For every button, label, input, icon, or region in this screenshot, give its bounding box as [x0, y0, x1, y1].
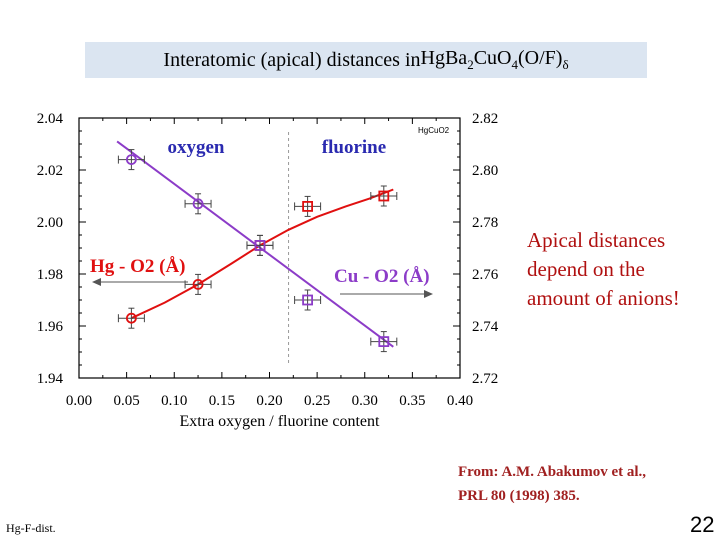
x-tick-label: 0.20	[256, 393, 282, 409]
data-point	[184, 273, 212, 295]
series-cu-o2	[116, 140, 398, 353]
page-number: 22	[690, 512, 715, 537]
data-point	[294, 195, 322, 217]
side-note-line: depend on the	[527, 257, 645, 281]
data-point	[184, 193, 212, 215]
x-tick-label: 0.10	[161, 393, 187, 409]
y-left-tick-label: 2.04	[37, 111, 64, 127]
circle-marker	[125, 312, 137, 324]
region-label-oxygen: oxygen	[168, 137, 225, 158]
x-tick-label: 0.15	[209, 393, 235, 409]
square-marker	[378, 190, 390, 202]
title-prefix: Interatomic (apical) distances in	[163, 48, 421, 71]
side-note-line: amount of anions!	[527, 286, 680, 310]
data-point	[246, 234, 274, 256]
data-point	[370, 185, 398, 207]
formula: HgBa2CuO4(O/F)δ	[421, 47, 569, 73]
data-point	[117, 149, 145, 171]
y-left-tick-label: 1.94	[37, 371, 64, 387]
formula-part: 4	[511, 57, 518, 72]
y-left-tick-label: 2.02	[37, 163, 63, 179]
x-axis-label: Extra oxygen / fluorine content	[180, 413, 380, 430]
y-right-tick-label: 2.78	[472, 215, 498, 231]
source-line: From: A.M. Abakumov et al.,	[458, 464, 647, 480]
side-note-line: Apical distances	[527, 228, 666, 252]
data-point	[370, 331, 398, 353]
circle-marker	[192, 198, 204, 210]
region-label-fluorine: fluorine	[322, 137, 386, 158]
series-label-cu-o2: Cu - O2 (Å)	[334, 266, 430, 287]
square-marker	[302, 294, 314, 306]
y-right-tick-label: 2.72	[472, 371, 498, 387]
y-left-tick-label: 1.98	[37, 267, 63, 283]
tick-labels: 0.00 0.05 0.10 0.15 0.20 0.25 0.30 0.35 0.40 1.94…	[37, 111, 499, 430]
footer-label: Hg-F-dist.	[6, 521, 56, 535]
circle-marker	[192, 278, 204, 290]
square-marker	[378, 336, 390, 348]
data-point	[117, 307, 145, 329]
formula-part: (O/F)	[517, 47, 563, 69]
side-note: Apical distances depend on the amount of…	[527, 226, 680, 313]
y-right-tick-label: 2.80	[472, 163, 498, 179]
corner-label: HgCuO2	[418, 126, 450, 135]
source-citation: From: A.M. Abakumov et al., PRL 80 (1998…	[458, 460, 646, 508]
series-layer	[116, 140, 398, 353]
formula-part: HgBa	[420, 47, 468, 69]
y-right-tick-label: 2.76	[472, 267, 499, 283]
y-left-tick-label: 2.00	[37, 215, 63, 231]
chart-labels: oxygen fluorine HgCuO2 Hg - O2 (Å) Cu - O2 (…	[90, 126, 450, 298]
x-tick-label: 0.25	[304, 393, 330, 409]
formula-part: δ	[562, 57, 569, 72]
square-marker	[254, 239, 266, 251]
x-tick-label: 0.00	[66, 393, 92, 409]
y-right-tick-label: 2.82	[472, 111, 498, 127]
slide-title: Interatomic (apical) distances in HgBa2C…	[85, 42, 647, 78]
source-line: PRL 80 (1998) 385.	[458, 488, 580, 504]
circle-marker	[125, 154, 137, 166]
x-tick-label: 0.40	[447, 393, 473, 409]
y-right-tick-label: 2.74	[472, 319, 499, 335]
x-tick-label: 0.05	[114, 393, 140, 409]
y-left-tick-label: 1.96	[37, 319, 64, 335]
x-tick-label: 0.35	[399, 393, 425, 409]
axes	[78, 117, 461, 379]
formula-part: 2	[467, 57, 474, 72]
formula-part: CuO	[473, 47, 512, 69]
x-tick-label: 0.30	[352, 393, 378, 409]
arrow-right-head	[424, 290, 433, 298]
series-label-hg-o2: Hg - O2 (Å)	[90, 256, 186, 277]
square-marker	[302, 200, 314, 212]
plot-frame	[78, 117, 461, 379]
arrow-left-head	[92, 278, 101, 286]
series-fit-line	[130, 188, 394, 320]
data-point	[294, 289, 322, 311]
